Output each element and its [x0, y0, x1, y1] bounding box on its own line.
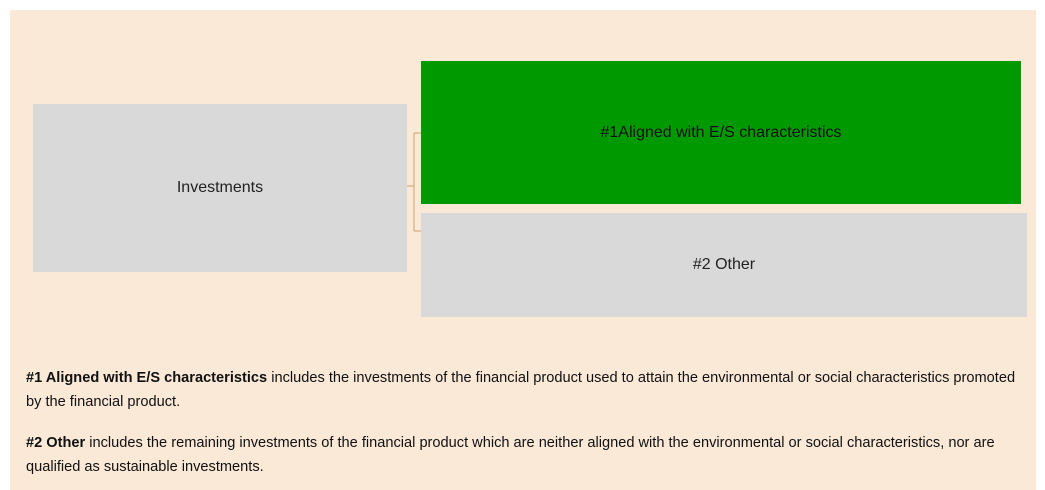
node-label: Investments	[176, 179, 264, 196]
node-label: #1Aligned with E/S characteristics	[600, 123, 842, 141]
panel: Investments #1Aligned with E/S character…	[10, 10, 1036, 490]
node-label: #2 Other	[692, 256, 756, 273]
note: #2 Other includes the remaining investme…	[26, 431, 1026, 479]
connectors	[407, 132, 421, 232]
note-term: #2 Other	[26, 435, 86, 451]
note-text: includes the remaining investments of th…	[26, 435, 995, 475]
note: #1 Aligned with E/S characteristics incl…	[26, 366, 1026, 414]
node-other: #2 Other	[421, 213, 1027, 317]
note-term: #1 Aligned with E/S characteristics	[26, 370, 268, 386]
node-investments: Investments	[33, 104, 407, 272]
note-text: includes the investments of the financia…	[26, 370, 1016, 410]
bracket	[407, 132, 421, 232]
node-aligned: #1Aligned with E/S characteristics	[421, 61, 1021, 204]
